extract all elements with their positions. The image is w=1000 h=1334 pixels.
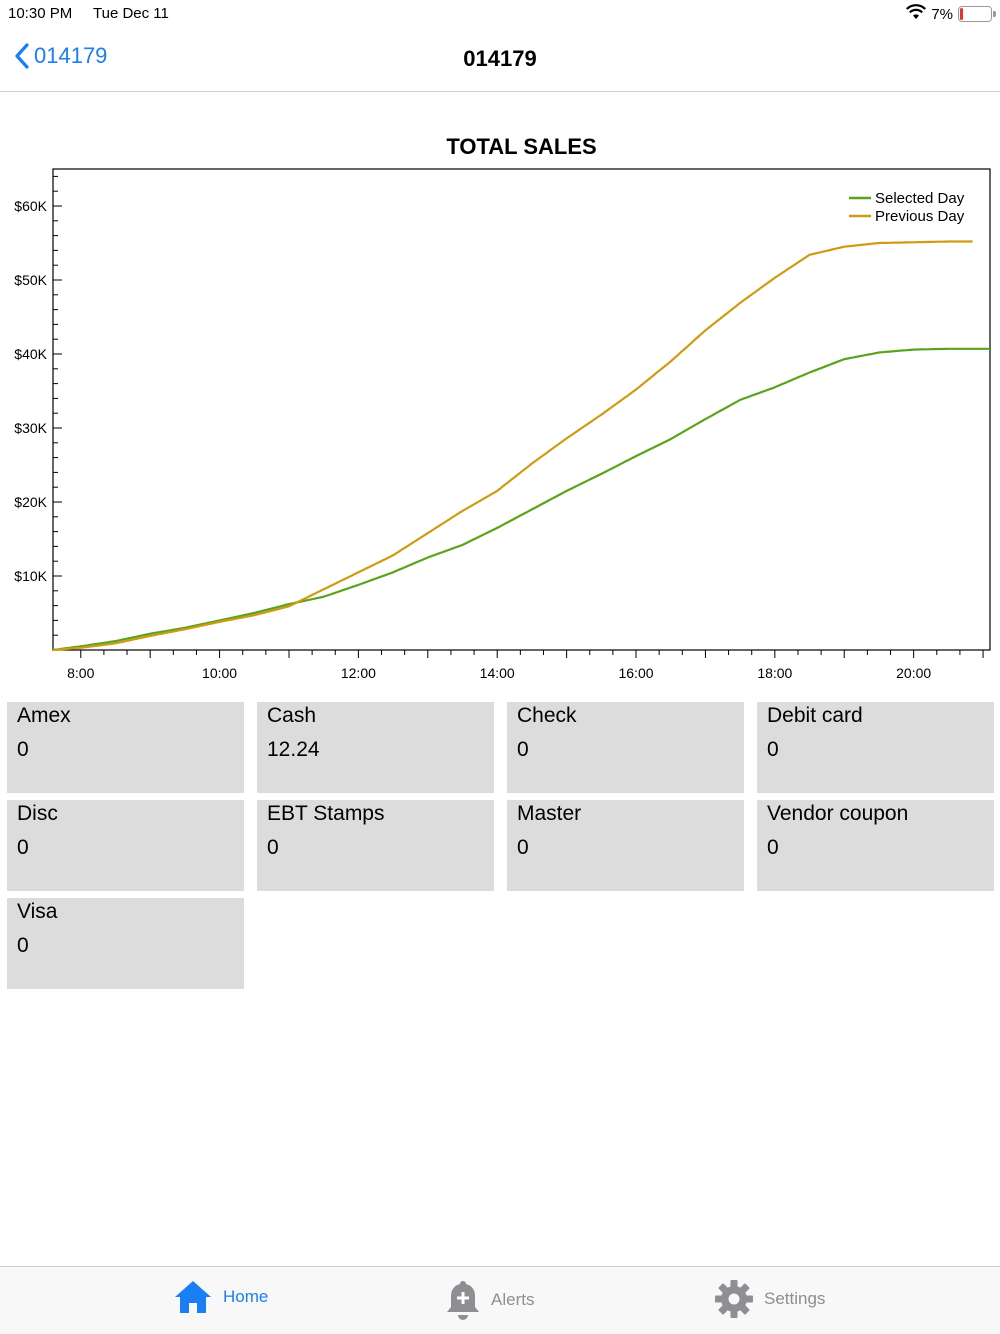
tab-settings-label: Settings xyxy=(764,1289,826,1308)
navigation-bar: 014179 014179 xyxy=(0,28,1000,92)
tile-label: Disc xyxy=(17,802,58,825)
y-tick-label: $30K xyxy=(14,420,47,436)
tile-value: 0 xyxy=(17,836,29,859)
tile-value: 0 xyxy=(767,738,779,761)
payment-tile-check[interactable]: Check 0 xyxy=(507,702,744,793)
payment-tile-disc[interactable]: Disc 0 xyxy=(7,800,244,891)
tile-value: 0 xyxy=(517,836,529,859)
tile-label: Visa xyxy=(17,900,58,923)
x-tick-label: 14:00 xyxy=(480,665,515,681)
back-button[interactable]: 014179 xyxy=(14,42,107,70)
x-tick-label: 16:00 xyxy=(618,665,653,681)
payment-tile-vendor-coupon[interactable]: Vendor coupon 0 xyxy=(757,800,994,891)
tile-value: 0 xyxy=(517,738,529,761)
tile-label: Vendor coupon xyxy=(767,802,909,825)
home-icon xyxy=(175,1281,211,1313)
payment-tile-master[interactable]: Master 0 xyxy=(507,800,744,891)
tile-label: Master xyxy=(517,802,582,825)
x-tick-label: 20:00 xyxy=(896,665,931,681)
status-time: 10:30 PM xyxy=(8,5,73,22)
wifi-icon xyxy=(906,4,927,24)
payment-tile-cash[interactable]: Cash 12.24 xyxy=(257,702,494,793)
back-button-label: 014179 xyxy=(34,43,108,68)
tile-value: 0 xyxy=(267,836,279,859)
tile-value: 0 xyxy=(17,738,29,761)
x-tick-label: 10:00 xyxy=(202,665,237,681)
series-line-selected-day xyxy=(52,347,990,652)
tile-value: 0 xyxy=(17,934,29,957)
tab-settings[interactable]: Settings xyxy=(714,1279,825,1319)
payment-tile-visa[interactable]: Visa 0 xyxy=(7,898,244,989)
chevron-left-icon xyxy=(15,43,29,69)
status-date: Tue Dec 11 xyxy=(93,5,169,22)
bell-plus-icon xyxy=(447,1281,479,1320)
battery-percent: 7% xyxy=(931,5,953,23)
y-tick-label: $60K xyxy=(14,198,47,214)
tile-label: Check xyxy=(517,704,577,727)
legend-label: Previous Day xyxy=(875,208,965,225)
payment-tile-debit-card[interactable]: Debit card 0 xyxy=(757,702,994,793)
tab-bar: Home Alerts Settings xyxy=(0,1266,1000,1334)
tile-label: Cash xyxy=(267,704,317,727)
status-bar: 10:30 PM Tue Dec 11 7% xyxy=(0,0,1000,28)
gear-icon xyxy=(715,1280,753,1318)
x-tick-label: 8:00 xyxy=(67,665,94,681)
y-tick-label: $10K xyxy=(14,568,47,584)
tile-label: Debit card xyxy=(767,704,863,727)
tab-home[interactable]: Home xyxy=(173,1279,268,1315)
battery-icon xyxy=(958,6,996,22)
tile-label: Amex xyxy=(17,704,71,727)
series-line-previous-day xyxy=(52,240,973,652)
payment-tile-ebt-stamps[interactable]: EBT Stamps 0 xyxy=(257,800,494,891)
chart-title: TOTAL SALES xyxy=(446,134,597,159)
legend-label: Selected Day xyxy=(875,190,965,207)
tab-alerts-label: Alerts xyxy=(491,1290,535,1309)
page-title: 014179 xyxy=(463,46,537,71)
x-tick-label: 12:00 xyxy=(341,665,376,681)
chart-canvas: $10K $20K $30K $40K $50K $60K 8:00 10:00 12:00 14… xyxy=(14,168,991,681)
total-sales-chart: TOTAL SALES $10K $20K $30K $40K $50K $60K 8:00… xyxy=(0,120,1000,690)
tab-home-label: Home xyxy=(223,1287,269,1306)
x-tick-label: 18:00 xyxy=(757,665,792,681)
y-tick-label: $40K xyxy=(14,346,47,362)
tab-alerts[interactable]: Alerts xyxy=(445,1279,534,1321)
tile-label: EBT Stamps xyxy=(267,802,385,825)
payment-tile-amex[interactable]: Amex 0 xyxy=(7,702,244,793)
y-tick-label: $20K xyxy=(14,494,47,510)
battery-level xyxy=(960,8,964,20)
tile-value: 12.24 xyxy=(267,738,320,761)
tile-value: 0 xyxy=(767,836,779,859)
plot-frame xyxy=(52,168,991,651)
y-tick-label: $50K xyxy=(14,272,47,288)
status-indicators: 7% xyxy=(906,4,996,24)
